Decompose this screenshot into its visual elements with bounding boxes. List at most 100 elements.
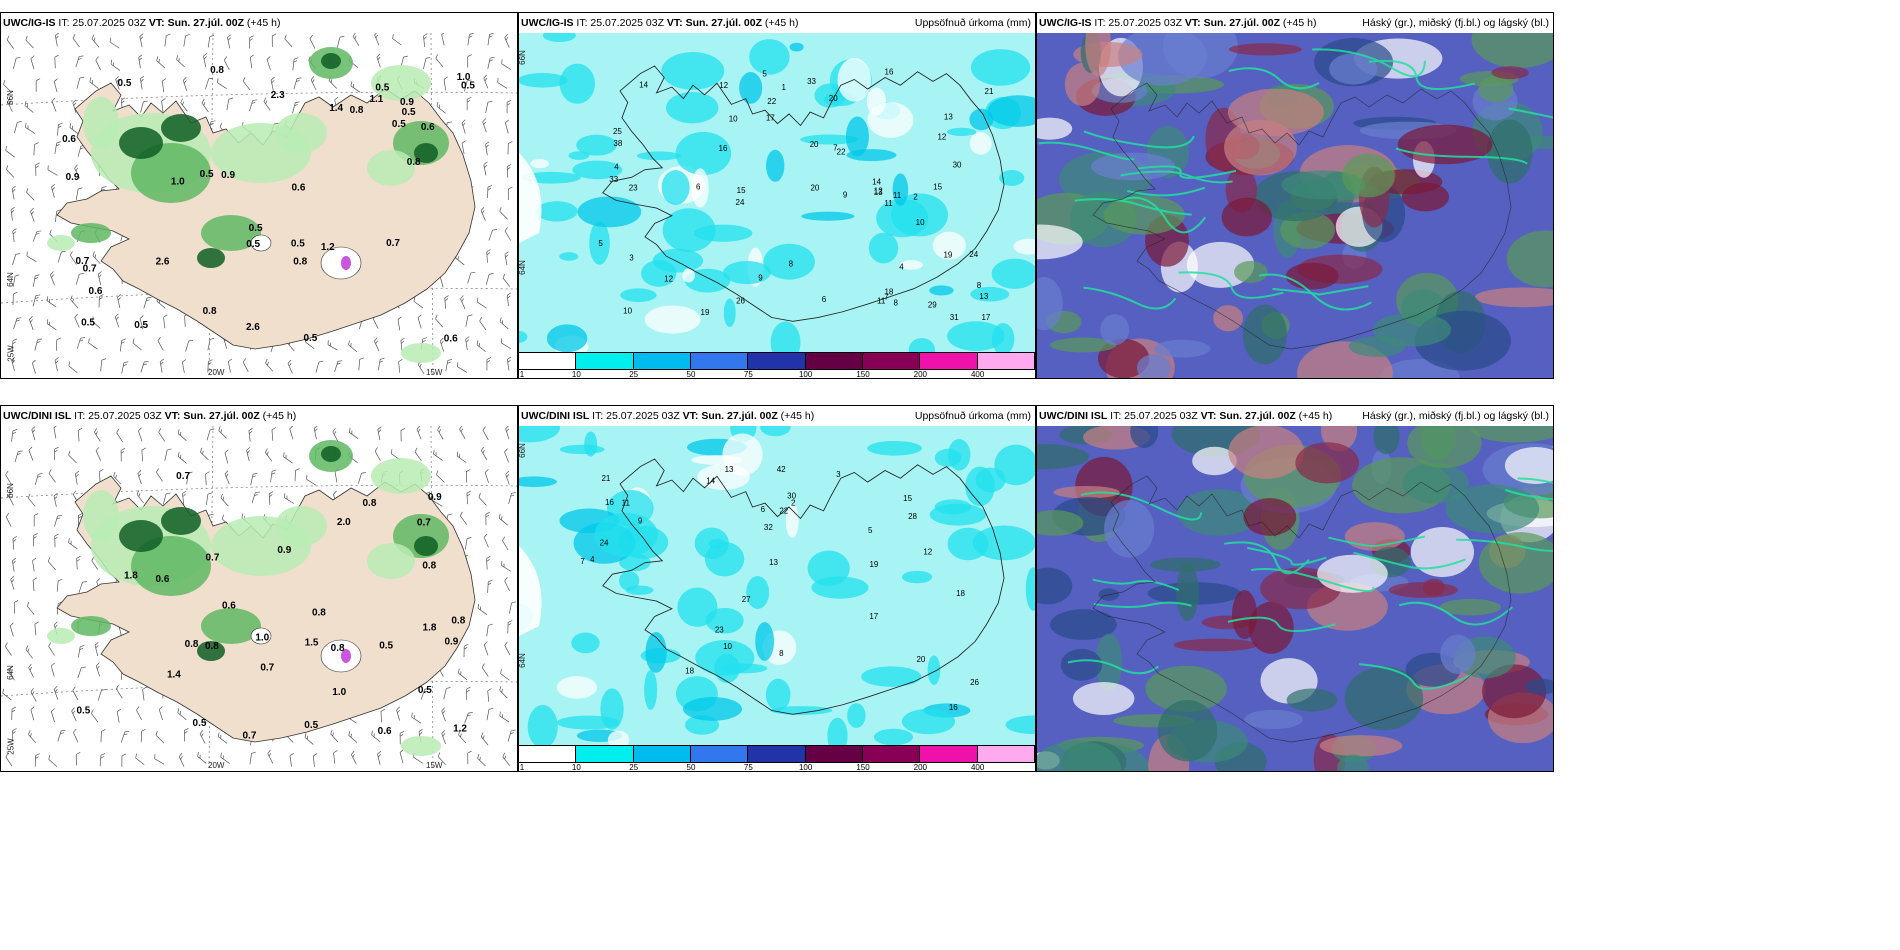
precip-value-label: 9 — [843, 190, 848, 199]
colorbar-swatch — [977, 353, 1035, 369]
precip-value-label: 20 — [810, 183, 819, 192]
precip-value-label: 1.0 — [171, 176, 185, 187]
lon-label-20w: 20W — [208, 368, 225, 377]
precip-value-label: 22 — [779, 507, 788, 516]
iceland-outline — [602, 458, 1005, 715]
colorbar-swatch — [519, 746, 577, 762]
colorbar-swatch — [920, 746, 978, 762]
precip-value-label: 0.5 — [118, 78, 132, 89]
precip-value-label: 21 — [985, 87, 994, 96]
panel-clouds-dini: UWC/DINI ISL IT: 25.07.2025 03Z VT: Sun.… — [1036, 405, 1554, 772]
precip-value-label: 0.8 — [210, 65, 224, 76]
precip-value-label: 30 — [787, 491, 796, 500]
precip-value-label: 32 — [764, 523, 773, 532]
precip-value-label: 0.6 — [444, 333, 458, 344]
precip-value-label: 6 — [822, 295, 827, 304]
colorbar-tick-label: 400 — [970, 763, 985, 772]
precip-value-label: 0.5 — [392, 119, 406, 130]
colorbar-tick-label: 150 — [856, 370, 870, 379]
precip-value-label: 0.8 — [451, 615, 465, 626]
panel-clouds-igis: UWC/IG-IS IT: 25.07.2025 03Z VT: Sun. 27… — [1036, 12, 1554, 379]
precip-value-label: 4 — [614, 162, 619, 171]
colorbar-tick-label: 1 — [519, 763, 525, 772]
colorbar-tick-label: 50 — [686, 763, 696, 772]
precip-value-label: 6 — [761, 505, 766, 514]
map-view[interactable]: 12 25 9 11 10 13 6 13 20 14 7 8 10 16 19 33 24 5 22 38 19 30 8… — [519, 33, 1035, 352]
colorbar-tick-label: 10 — [571, 763, 581, 772]
precip-value-label: 1 — [781, 83, 786, 92]
precip-value-label: 11 — [877, 296, 886, 305]
panel-precip-igis: UWC/IG-IS IT: 25.07.2025 03Z VT: Sun. 27… — [518, 12, 1036, 379]
colorbar-swatch — [748, 353, 806, 369]
map-view[interactable]: 1.8 0.8 0.7 0.7 0.5 0.6 0.8 1.0 0.9 0.8 0.7 1.4 0.9 0… — [1, 426, 517, 771]
precip-value-label: 0.5 — [134, 320, 148, 331]
precip-value-label: 5 — [868, 526, 873, 535]
precip-value-label: 0.8 — [362, 498, 376, 509]
colorbar-swatch — [690, 746, 749, 762]
precip-max — [341, 256, 351, 270]
colorbar-tick-label: 50 — [686, 370, 696, 379]
precip-value-label: 0.9 — [277, 545, 291, 556]
precip-value-label: 12 — [719, 81, 728, 90]
panel-header: UWC/DINI ISL IT: 25.07.2025 03Z VT: Sun.… — [1, 406, 517, 426]
precip-value-label: 4 — [899, 263, 904, 272]
precip-value-label: 0.5 — [402, 107, 416, 118]
precip-value-label: 16 — [719, 144, 728, 153]
precip-value-label: 5 — [762, 70, 767, 79]
colorbar-tick-label: 400 — [970, 370, 985, 379]
precip-value-label: 12 — [937, 133, 946, 142]
precip-value-label: 7 — [884, 292, 889, 301]
map-view[interactable]: 0.5 1.2 0.6 1.4 0.5 0.7 1.0 2.6 0.8 1.1 0.8 0.7 0.5 2… — [1, 33, 517, 378]
precip-value-label: 16 — [885, 68, 894, 77]
precip-value-labels: 1225911101361320147810161933245223819308… — [598, 68, 994, 322]
high-cloud-contours — [1067, 445, 1553, 690]
precip-value-label: 15 — [933, 183, 942, 192]
precip-value-label: 38 — [613, 139, 622, 148]
precip-shading — [47, 440, 449, 756]
colorbar-tick-label: 100 — [798, 370, 813, 379]
lat-label-64n: 64N — [518, 653, 527, 668]
precip-value-label: 24 — [736, 198, 745, 207]
panel-precip-dini: UWC/DINI ISL IT: 25.07.2025 03Z VT: Sun.… — [518, 405, 1036, 772]
colorbar-tick-label: 100 — [798, 763, 813, 772]
panel-wind-precip-igis: UWC/IG-IS IT: 25.07.2025 03Z VT: Sun. 27… — [0, 12, 518, 379]
map-view[interactable] — [1037, 33, 1553, 378]
precip-shading — [47, 47, 449, 363]
precip-value-label: 0.8 — [331, 643, 345, 654]
map-view[interactable] — [1037, 426, 1553, 771]
precip-value-label: 1.5 — [305, 637, 319, 648]
lat-label-66n: 66N — [5, 90, 15, 105]
glacier — [250, 234, 272, 252]
precip-labels: 0.5 1.2 0.6 1.4 0.5 0.7 1.0 2.6 0.8 1.1 0.8 0.7 0.5 2… — [62, 65, 475, 344]
precip-value-label: 13 — [874, 188, 883, 197]
precip-value-label: 0.8 — [293, 256, 307, 267]
iceland-outline — [602, 65, 1005, 322]
precip-value-label: 15 — [737, 186, 746, 195]
precip-value-label: 12 — [664, 275, 673, 284]
precip-value-label: 0.5 — [418, 685, 432, 696]
precip-value-label: 0.7 — [242, 731, 256, 742]
precip-value-label: 8 — [789, 260, 794, 269]
precip-value-label: 0.6 — [89, 286, 103, 297]
precip-value-label: 17 — [981, 313, 990, 322]
precip-value-label: 16 — [949, 703, 958, 712]
lon-label-15w: 15W — [426, 761, 443, 770]
map-view[interactable]: 13 20 15 17 23 18 16 24 19 12 14 22 27 32 18 21 28 10 9 5 11… — [519, 426, 1035, 745]
precip-value-label: 7 — [833, 143, 838, 152]
precip-value-label: 15 — [903, 494, 912, 503]
precip-value-label: 14 — [872, 177, 881, 186]
precip-value-label: 0.9 — [221, 170, 235, 181]
precip-value-label: 8 — [977, 281, 982, 290]
precip-value-label: 0.7 — [386, 238, 400, 249]
colorbar: 1 10 25 50 75 100 150 200 400 — [519, 352, 1035, 378]
precip-value-label: 22 — [767, 97, 776, 106]
lat-label-64n: 64N — [5, 665, 15, 680]
precip-value-label: 12 — [923, 548, 932, 557]
precip-value-label: 0.8 — [422, 560, 436, 571]
colorbar-swatch — [977, 746, 1035, 762]
precip-value-label: 0.8 — [185, 639, 199, 650]
precip-value-label: 2.6 — [156, 257, 170, 268]
precip-value-label: 11 — [893, 191, 902, 200]
precip-value-label: 0.5 — [291, 239, 305, 250]
precip-value-label: 7 — [580, 557, 585, 566]
